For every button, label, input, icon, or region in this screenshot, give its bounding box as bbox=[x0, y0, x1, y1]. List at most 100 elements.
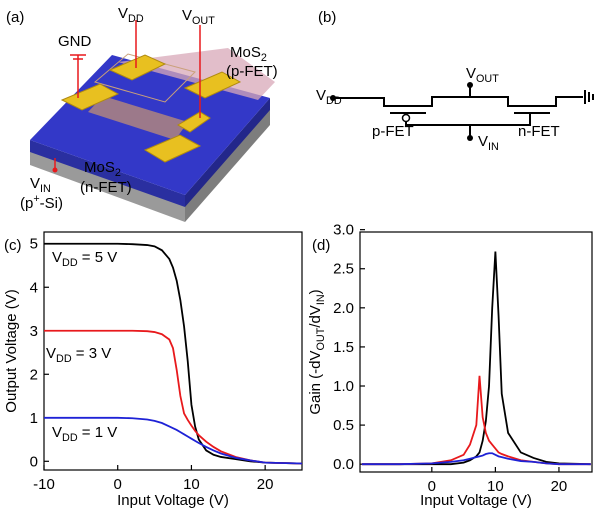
node-label: VOUT bbox=[466, 65, 499, 85]
text-part: ) bbox=[307, 289, 324, 294]
oxide-side bbox=[30, 140, 185, 207]
x-tick-label: 20 bbox=[551, 478, 568, 495]
terminal-label: GND bbox=[58, 33, 92, 50]
x-axis-title: Input Voltage (V) bbox=[117, 492, 229, 509]
device-illustration bbox=[30, 20, 275, 222]
terminal bbox=[330, 95, 336, 101]
terminal-label: VDD bbox=[118, 5, 144, 25]
text-part: Output Voltage (V) bbox=[3, 289, 20, 412]
device-label: n-FET bbox=[518, 123, 560, 140]
text-part: (p-FET) bbox=[226, 63, 278, 80]
text-part: 2 bbox=[115, 167, 121, 179]
y-axis-title: Output Voltage (V) bbox=[3, 289, 20, 412]
y-tick-label: 0.0 bbox=[333, 456, 354, 473]
pfet-channel bbox=[93, 53, 196, 103]
oxide-side bbox=[185, 98, 270, 207]
plot-frame bbox=[43, 231, 303, 471]
node-label: VIN bbox=[478, 133, 499, 153]
contact-pad bbox=[60, 83, 120, 111]
x-tick-label: 0 bbox=[428, 478, 436, 495]
text-part: Input Voltage (V) bbox=[420, 492, 532, 509]
text-part: IN bbox=[315, 294, 327, 305]
text-part: V bbox=[30, 175, 40, 192]
text-part: 2 bbox=[261, 52, 267, 64]
text-part: OUT bbox=[315, 327, 327, 350]
contact-pad bbox=[108, 54, 167, 81]
y-axis-title: Gain (-dVOUT/dVIN) bbox=[307, 289, 327, 414]
panel-label: (c) bbox=[4, 237, 22, 254]
circuit bbox=[330, 82, 594, 141]
text-part: V bbox=[182, 7, 192, 24]
text-part: Gain (-dV bbox=[307, 350, 324, 414]
text-part: V bbox=[118, 5, 128, 22]
material-label: (n-FET) bbox=[80, 179, 132, 196]
series-label: VDD = 3 V bbox=[46, 345, 111, 365]
material-label: MoS2 bbox=[84, 159, 121, 179]
device-label: p-FET bbox=[372, 123, 414, 140]
contact-pad bbox=[183, 71, 242, 99]
data-line bbox=[361, 251, 591, 466]
text-part: OUT bbox=[476, 73, 499, 85]
text-part: GND bbox=[58, 33, 92, 50]
y-tick-label: 2.0 bbox=[333, 300, 354, 317]
text-part: V bbox=[466, 65, 476, 82]
terminal-label: VIN bbox=[30, 175, 51, 195]
text-part: n-FET bbox=[518, 123, 560, 140]
series-label: VDD = 5 V bbox=[52, 249, 117, 269]
x-tick-label: 0 bbox=[114, 476, 122, 493]
terminal-label: (p+-Si) bbox=[20, 193, 63, 212]
text-part: V bbox=[52, 424, 62, 441]
material-label: (p-FET) bbox=[226, 63, 278, 80]
text-part: (b) bbox=[318, 9, 336, 26]
text-part: (a) bbox=[6, 9, 24, 26]
gate-bubble bbox=[401, 113, 411, 123]
y-tick-label: 3.0 bbox=[333, 222, 354, 239]
text-part: DD bbox=[62, 257, 78, 269]
text-part: (n-FET) bbox=[80, 179, 132, 196]
data-line bbox=[44, 416, 303, 465]
text-part: + bbox=[33, 193, 39, 205]
terminal bbox=[467, 82, 473, 88]
text-part: DD bbox=[62, 432, 78, 444]
terminal-label: VOUT bbox=[182, 7, 215, 27]
text-part: -Si) bbox=[40, 195, 63, 212]
y-tick-label: 1 bbox=[30, 410, 38, 427]
terminal bbox=[52, 167, 58, 173]
x-axis-title: Input Voltage (V) bbox=[420, 492, 532, 509]
text-part: V bbox=[478, 133, 488, 150]
y-tick-label: 4 bbox=[30, 279, 38, 296]
material-label: MoS2 bbox=[230, 44, 267, 64]
y-tick-label: 5 bbox=[30, 236, 38, 253]
text-part: MoS bbox=[84, 159, 115, 176]
y-tick-label: 0 bbox=[30, 453, 38, 470]
text-part: Input Voltage (V) bbox=[117, 492, 229, 509]
text-part: (d) bbox=[312, 237, 330, 254]
data-line bbox=[44, 242, 303, 465]
text-part: DD bbox=[128, 13, 144, 25]
text-part: = 5 V bbox=[78, 249, 118, 266]
circuit-wire bbox=[333, 96, 583, 107]
terminal bbox=[467, 135, 473, 141]
data-line bbox=[361, 452, 591, 466]
text-part: V bbox=[52, 249, 62, 266]
y-tick-label: 2 bbox=[30, 366, 38, 383]
node-label: VDD bbox=[316, 87, 342, 107]
text-part: (p bbox=[20, 195, 33, 212]
text-part: OUT bbox=[192, 15, 215, 27]
data-line bbox=[44, 329, 303, 465]
slab-side bbox=[185, 108, 270, 222]
text-part: IN bbox=[488, 141, 499, 153]
series-label: VDD = 1 V bbox=[52, 424, 117, 444]
panel-label: (b) bbox=[318, 9, 336, 26]
contact-pad bbox=[143, 134, 202, 163]
y-tick-label: 1.0 bbox=[333, 378, 354, 395]
text-part: DD bbox=[56, 353, 72, 365]
text-part: IN bbox=[40, 183, 51, 195]
text-part: p-FET bbox=[372, 123, 414, 140]
y-tick-label: 2.5 bbox=[333, 261, 354, 278]
data-line bbox=[361, 375, 591, 466]
text-part: MoS bbox=[230, 44, 261, 61]
y-tick-label: 1.5 bbox=[333, 339, 354, 356]
text-part: (c) bbox=[4, 237, 22, 254]
